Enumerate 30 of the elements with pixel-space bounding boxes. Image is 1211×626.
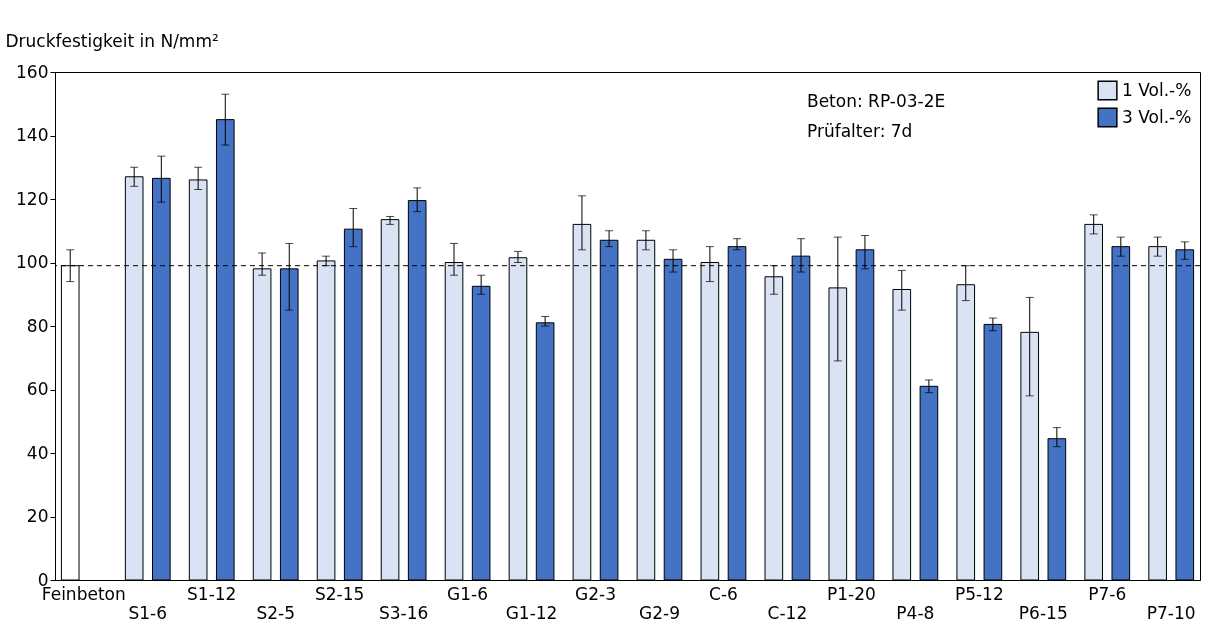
x-tick-label: S1-12 [187,583,237,604]
x-tick-label: P7-6 [1088,583,1127,604]
x-tick-label: G2-3 [575,583,616,604]
y-tick-label: 80 [26,315,49,336]
x-tick-label: P6-15 [1018,602,1068,623]
y-axis-title: Druckfestigkeit in N/mm² [5,30,219,51]
annotation: Beton: RP-03-2E [807,91,946,111]
x-tick-label: G2-9 [639,602,680,623]
x-tick-label: P4-8 [896,602,935,623]
x-tick-label: G1-12 [505,602,558,623]
y-tick-label: 100 [16,252,49,272]
y-tick-label: 20 [26,506,49,526]
y-tick-label: 120 [16,188,49,209]
y-tick-label: 40 [26,442,49,463]
x-tick-label: S2-5 [256,602,295,623]
x-tick-label: G1-6 [447,583,489,604]
x-tick-label: P5-12 [954,583,1004,604]
annotation: Prüfalter: 7d [807,121,913,141]
legend-label: 3 Vol.-% [1122,106,1192,127]
x-tick-label: S3-16 [378,602,429,623]
y-tick-label: 60 [26,379,49,399]
x-tick-label: P7-10 [1146,602,1196,623]
y-tick-label: 140 [16,125,49,145]
legend-label: 1 Vol.-% [1122,79,1192,100]
x-tick-label: S1-6 [128,602,168,623]
x-tick-label: S2-15 [314,583,365,604]
x-tick-label: C-12 [767,602,808,623]
y-tick-label: 160 [16,61,49,82]
x-tick-label: C-6 [709,583,738,604]
x-tick-label: P1-20 [826,583,876,604]
